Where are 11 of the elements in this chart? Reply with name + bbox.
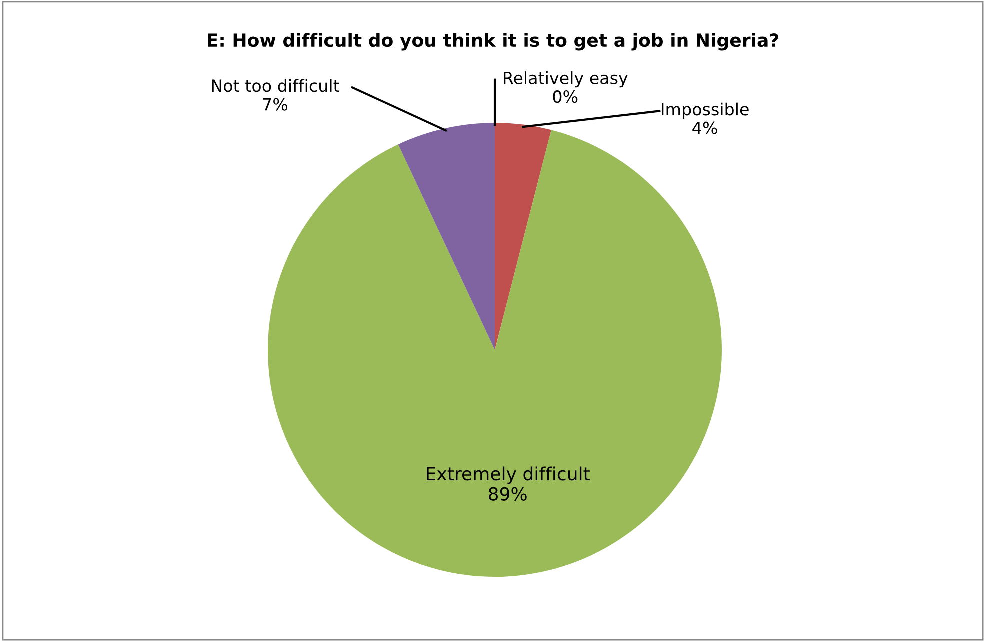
pie-slice — [398, 123, 495, 350]
category-label: Relatively easy — [504, 72, 628, 88]
slice-label: Not too difficult — [212, 79, 340, 92]
slice-label: Impossible — [662, 102, 749, 119]
data-label: 89% — [488, 487, 527, 501]
chart-title: E: How difficult do you think it is to get a job in Nigeria? — [208, 33, 778, 51]
pie-slice — [495, 123, 552, 350]
text: 0% — [553, 90, 578, 104]
data-label: 4% — [692, 122, 718, 134]
data-label: 7% — [263, 98, 288, 111]
slice-label: Extremely difficult — [427, 466, 590, 484]
